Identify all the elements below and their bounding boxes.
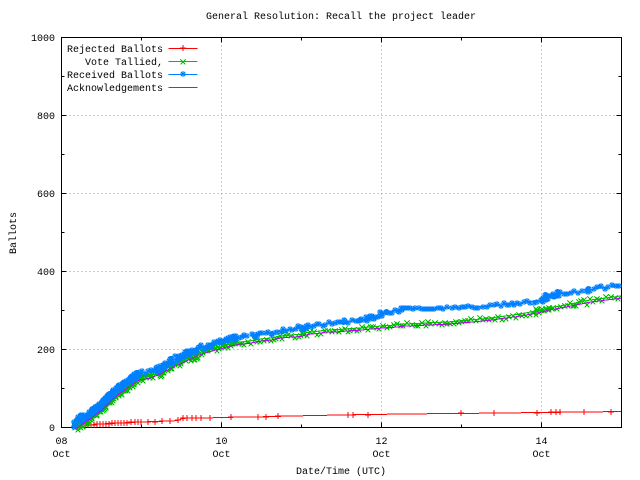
svg-text:Acknowledgements: Acknowledgements: [67, 83, 163, 95]
svg-text:Oct: Oct: [372, 450, 390, 461]
svg-text:Ballots: Ballots: [8, 212, 20, 254]
svg-text:Rejected Ballots: Rejected Ballots: [67, 44, 163, 56]
svg-text:10: 10: [215, 437, 227, 448]
svg-text:Oct: Oct: [52, 450, 70, 461]
svg-text:400: 400: [37, 268, 55, 279]
svg-text:Oct: Oct: [532, 450, 550, 461]
svg-text:08: 08: [55, 437, 67, 448]
svg-text:Vote Tallied,: Vote Tallied,: [85, 57, 163, 69]
svg-text:600: 600: [37, 190, 55, 201]
svg-text:12: 12: [375, 437, 387, 448]
svg-text:800: 800: [37, 112, 55, 123]
svg-text:0: 0: [49, 424, 55, 435]
svg-text:General Resolution: Recall the: General Resolution: Recall the project l…: [206, 11, 476, 23]
svg-text:Received Ballots: Received Ballots: [67, 70, 163, 82]
svg-text:14: 14: [535, 437, 547, 448]
svg-text:1000: 1000: [31, 34, 55, 45]
svg-text:Oct: Oct: [212, 450, 230, 461]
svg-text:Date/Time (UTC): Date/Time (UTC): [296, 466, 386, 478]
svg-text:200: 200: [37, 346, 55, 357]
